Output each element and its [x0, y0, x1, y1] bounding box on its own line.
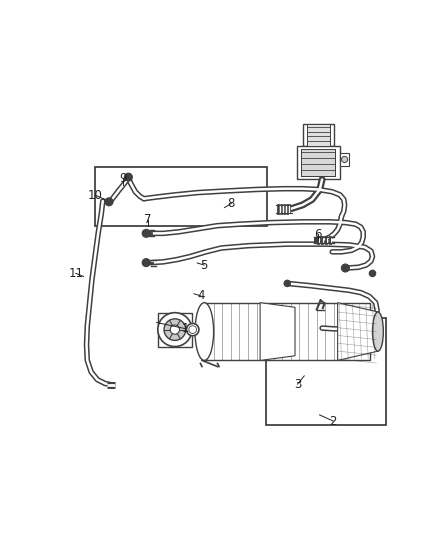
- Text: 1: 1: [182, 322, 189, 335]
- Polygon shape: [338, 303, 378, 360]
- Circle shape: [284, 280, 290, 287]
- Text: 8: 8: [228, 197, 235, 210]
- Text: 3: 3: [294, 377, 301, 391]
- Circle shape: [170, 325, 180, 334]
- Ellipse shape: [195, 303, 214, 360]
- Circle shape: [105, 198, 113, 206]
- Circle shape: [142, 259, 150, 266]
- Polygon shape: [260, 303, 295, 360]
- Text: 5: 5: [201, 259, 208, 271]
- Bar: [340, 154, 349, 166]
- Bar: [204, 303, 370, 360]
- Circle shape: [158, 313, 192, 346]
- Circle shape: [342, 156, 348, 163]
- Text: 9: 9: [119, 172, 127, 185]
- Text: 6: 6: [314, 228, 321, 241]
- Text: 10: 10: [88, 189, 103, 202]
- Circle shape: [189, 326, 197, 334]
- Bar: [297, 146, 340, 180]
- Text: 7: 7: [145, 213, 152, 227]
- Text: 11: 11: [68, 267, 83, 280]
- Bar: [266, 318, 386, 425]
- Bar: [95, 166, 267, 226]
- Text: 4: 4: [197, 289, 205, 302]
- Bar: [303, 124, 334, 146]
- Ellipse shape: [372, 312, 383, 351]
- Text: 2: 2: [329, 415, 337, 427]
- Bar: [307, 124, 330, 146]
- Circle shape: [187, 324, 199, 336]
- Circle shape: [142, 230, 150, 237]
- Circle shape: [342, 264, 349, 272]
- Circle shape: [164, 319, 186, 341]
- Bar: [301, 149, 336, 176]
- Bar: [158, 313, 192, 346]
- Circle shape: [369, 270, 376, 277]
- Circle shape: [124, 173, 132, 181]
